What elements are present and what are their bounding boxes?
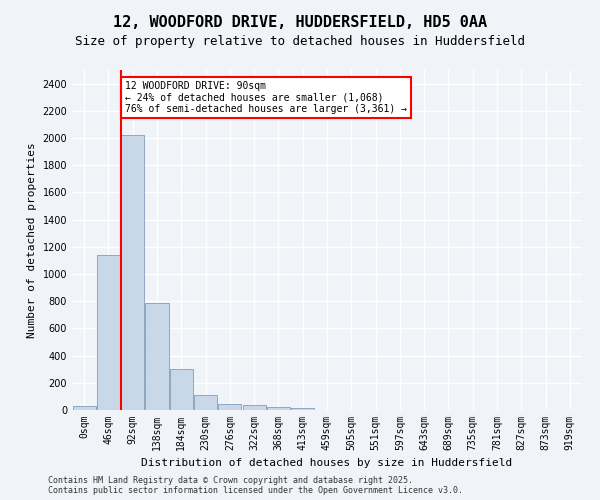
Bar: [73, 406, 95, 410]
Bar: [194, 396, 217, 410]
Bar: [121, 136, 144, 410]
Text: Contains HM Land Registry data © Crown copyright and database right 2025.
Contai: Contains HM Land Registry data © Crown c…: [48, 476, 463, 495]
Bar: [291, 408, 314, 410]
Bar: [145, 302, 169, 410]
Bar: [97, 255, 120, 410]
Text: 12, WOODFORD DRIVE, HUDDERSFIELD, HD5 0AA: 12, WOODFORD DRIVE, HUDDERSFIELD, HD5 0A…: [113, 15, 487, 30]
Text: 12 WOODFORD DRIVE: 90sqm
← 24% of detached houses are smaller (1,068)
76% of sem: 12 WOODFORD DRIVE: 90sqm ← 24% of detach…: [125, 81, 407, 114]
Bar: [267, 408, 290, 410]
Y-axis label: Number of detached properties: Number of detached properties: [27, 142, 37, 338]
Bar: [242, 404, 266, 410]
Text: Size of property relative to detached houses in Huddersfield: Size of property relative to detached ho…: [75, 35, 525, 48]
Bar: [218, 404, 241, 410]
Bar: [170, 368, 193, 410]
X-axis label: Distribution of detached houses by size in Huddersfield: Distribution of detached houses by size …: [142, 458, 512, 468]
